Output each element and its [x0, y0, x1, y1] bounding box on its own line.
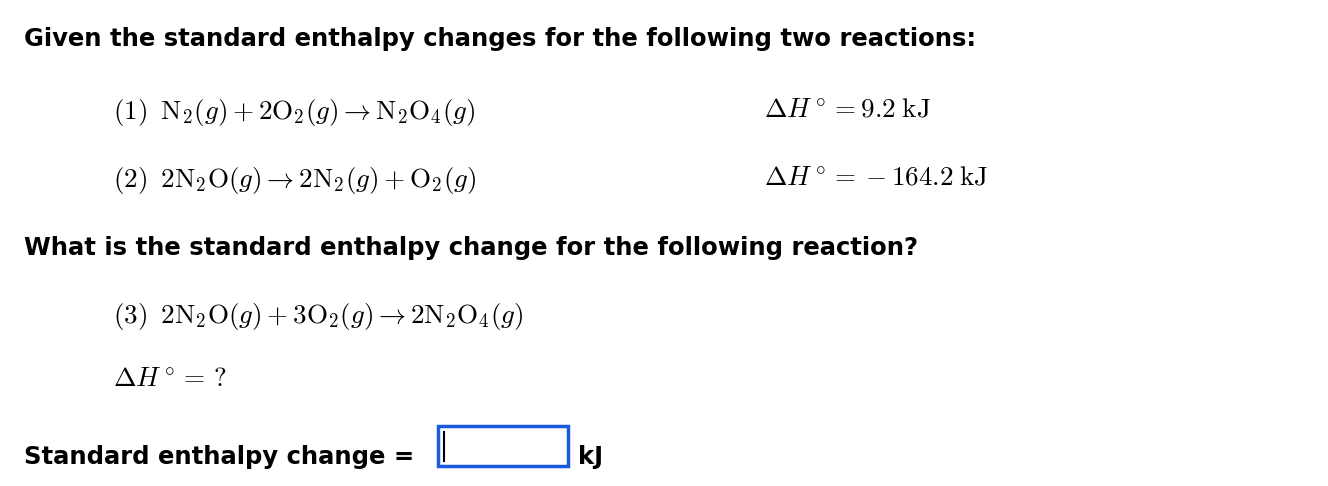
Text: $\Delta H^\circ = 9.2\;\mathrm{kJ}$: $\Delta H^\circ = 9.2\;\mathrm{kJ}$ [764, 97, 931, 123]
Text: $\Delta H^\circ =\,?$: $\Delta H^\circ =\,?$ [113, 367, 227, 393]
Text: $(2)\;\; 2\mathrm{N_2O}(g) \rightarrow 2\mathrm{N_2}(g) + \mathrm{O_2}(g)$: $(2)\;\; 2\mathrm{N_2O}(g) \rightarrow 2… [113, 165, 477, 196]
Text: $(3)\;\; 2\mathrm{N_2O}(g) + 3\mathrm{O_2}(g) \rightarrow 2\mathrm{N_2O_4}(g)$: $(3)\;\; 2\mathrm{N_2O}(g) + 3\mathrm{O_… [113, 301, 523, 332]
Text: kJ: kJ [578, 445, 603, 469]
FancyBboxPatch shape [438, 426, 568, 466]
Text: $\Delta H^\circ = -164.2\;\mathrm{kJ}$: $\Delta H^\circ = -164.2\;\mathrm{kJ}$ [764, 165, 988, 191]
Text: $(1)\;\; \mathrm{N_2}(g) + 2\mathrm{O_2}(g) \rightarrow \mathrm{N_2O_4}(g)$: $(1)\;\; \mathrm{N_2}(g) + 2\mathrm{O_2}… [113, 97, 475, 128]
Text: What is the standard enthalpy change for the following reaction?: What is the standard enthalpy change for… [24, 236, 918, 260]
Text: Given the standard enthalpy changes for the following two reactions:: Given the standard enthalpy changes for … [24, 27, 976, 51]
Text: Standard enthalpy change =: Standard enthalpy change = [24, 445, 422, 469]
